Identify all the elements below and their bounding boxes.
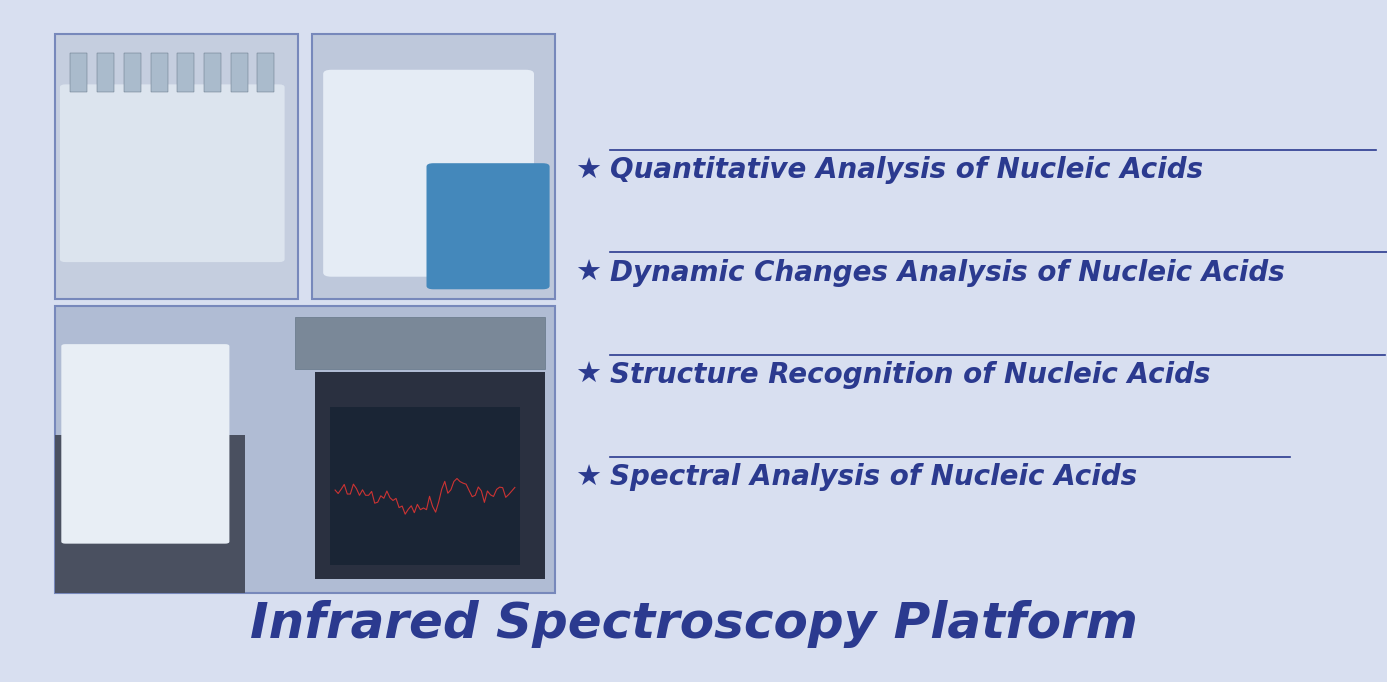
Bar: [55, 34, 298, 299]
Bar: [312, 34, 555, 299]
Text: Structure Recognition of Nucleic Acids: Structure Recognition of Nucleic Acids: [610, 361, 1211, 389]
Text: Spectral Analysis of Nucleic Acids: Spectral Analysis of Nucleic Acids: [610, 463, 1137, 492]
FancyBboxPatch shape: [60, 85, 284, 262]
Text: ★: ★: [576, 156, 602, 185]
Text: Infrared Spectroscopy Platform: Infrared Spectroscopy Platform: [250, 600, 1137, 648]
Text: ★: ★: [576, 361, 602, 389]
Text: ★: ★: [576, 463, 602, 492]
Bar: [204, 53, 221, 92]
Bar: [295, 317, 545, 369]
Text: Dynamic Changes Analysis of Nucleic Acids: Dynamic Changes Analysis of Nucleic Acid…: [610, 258, 1284, 287]
FancyBboxPatch shape: [61, 344, 229, 544]
Bar: [151, 53, 168, 92]
Bar: [258, 53, 275, 92]
Bar: [55, 435, 245, 593]
Text: Quantitative Analysis of Nucleic Acids: Quantitative Analysis of Nucleic Acids: [610, 156, 1204, 185]
Bar: [71, 53, 87, 92]
Bar: [315, 372, 545, 579]
FancyBboxPatch shape: [323, 70, 534, 277]
Text: ★: ★: [576, 258, 602, 287]
Bar: [230, 53, 248, 92]
Bar: [55, 306, 555, 593]
FancyBboxPatch shape: [427, 163, 549, 289]
Bar: [123, 53, 141, 92]
Bar: [330, 406, 520, 565]
Bar: [178, 53, 194, 92]
Bar: [97, 53, 114, 92]
